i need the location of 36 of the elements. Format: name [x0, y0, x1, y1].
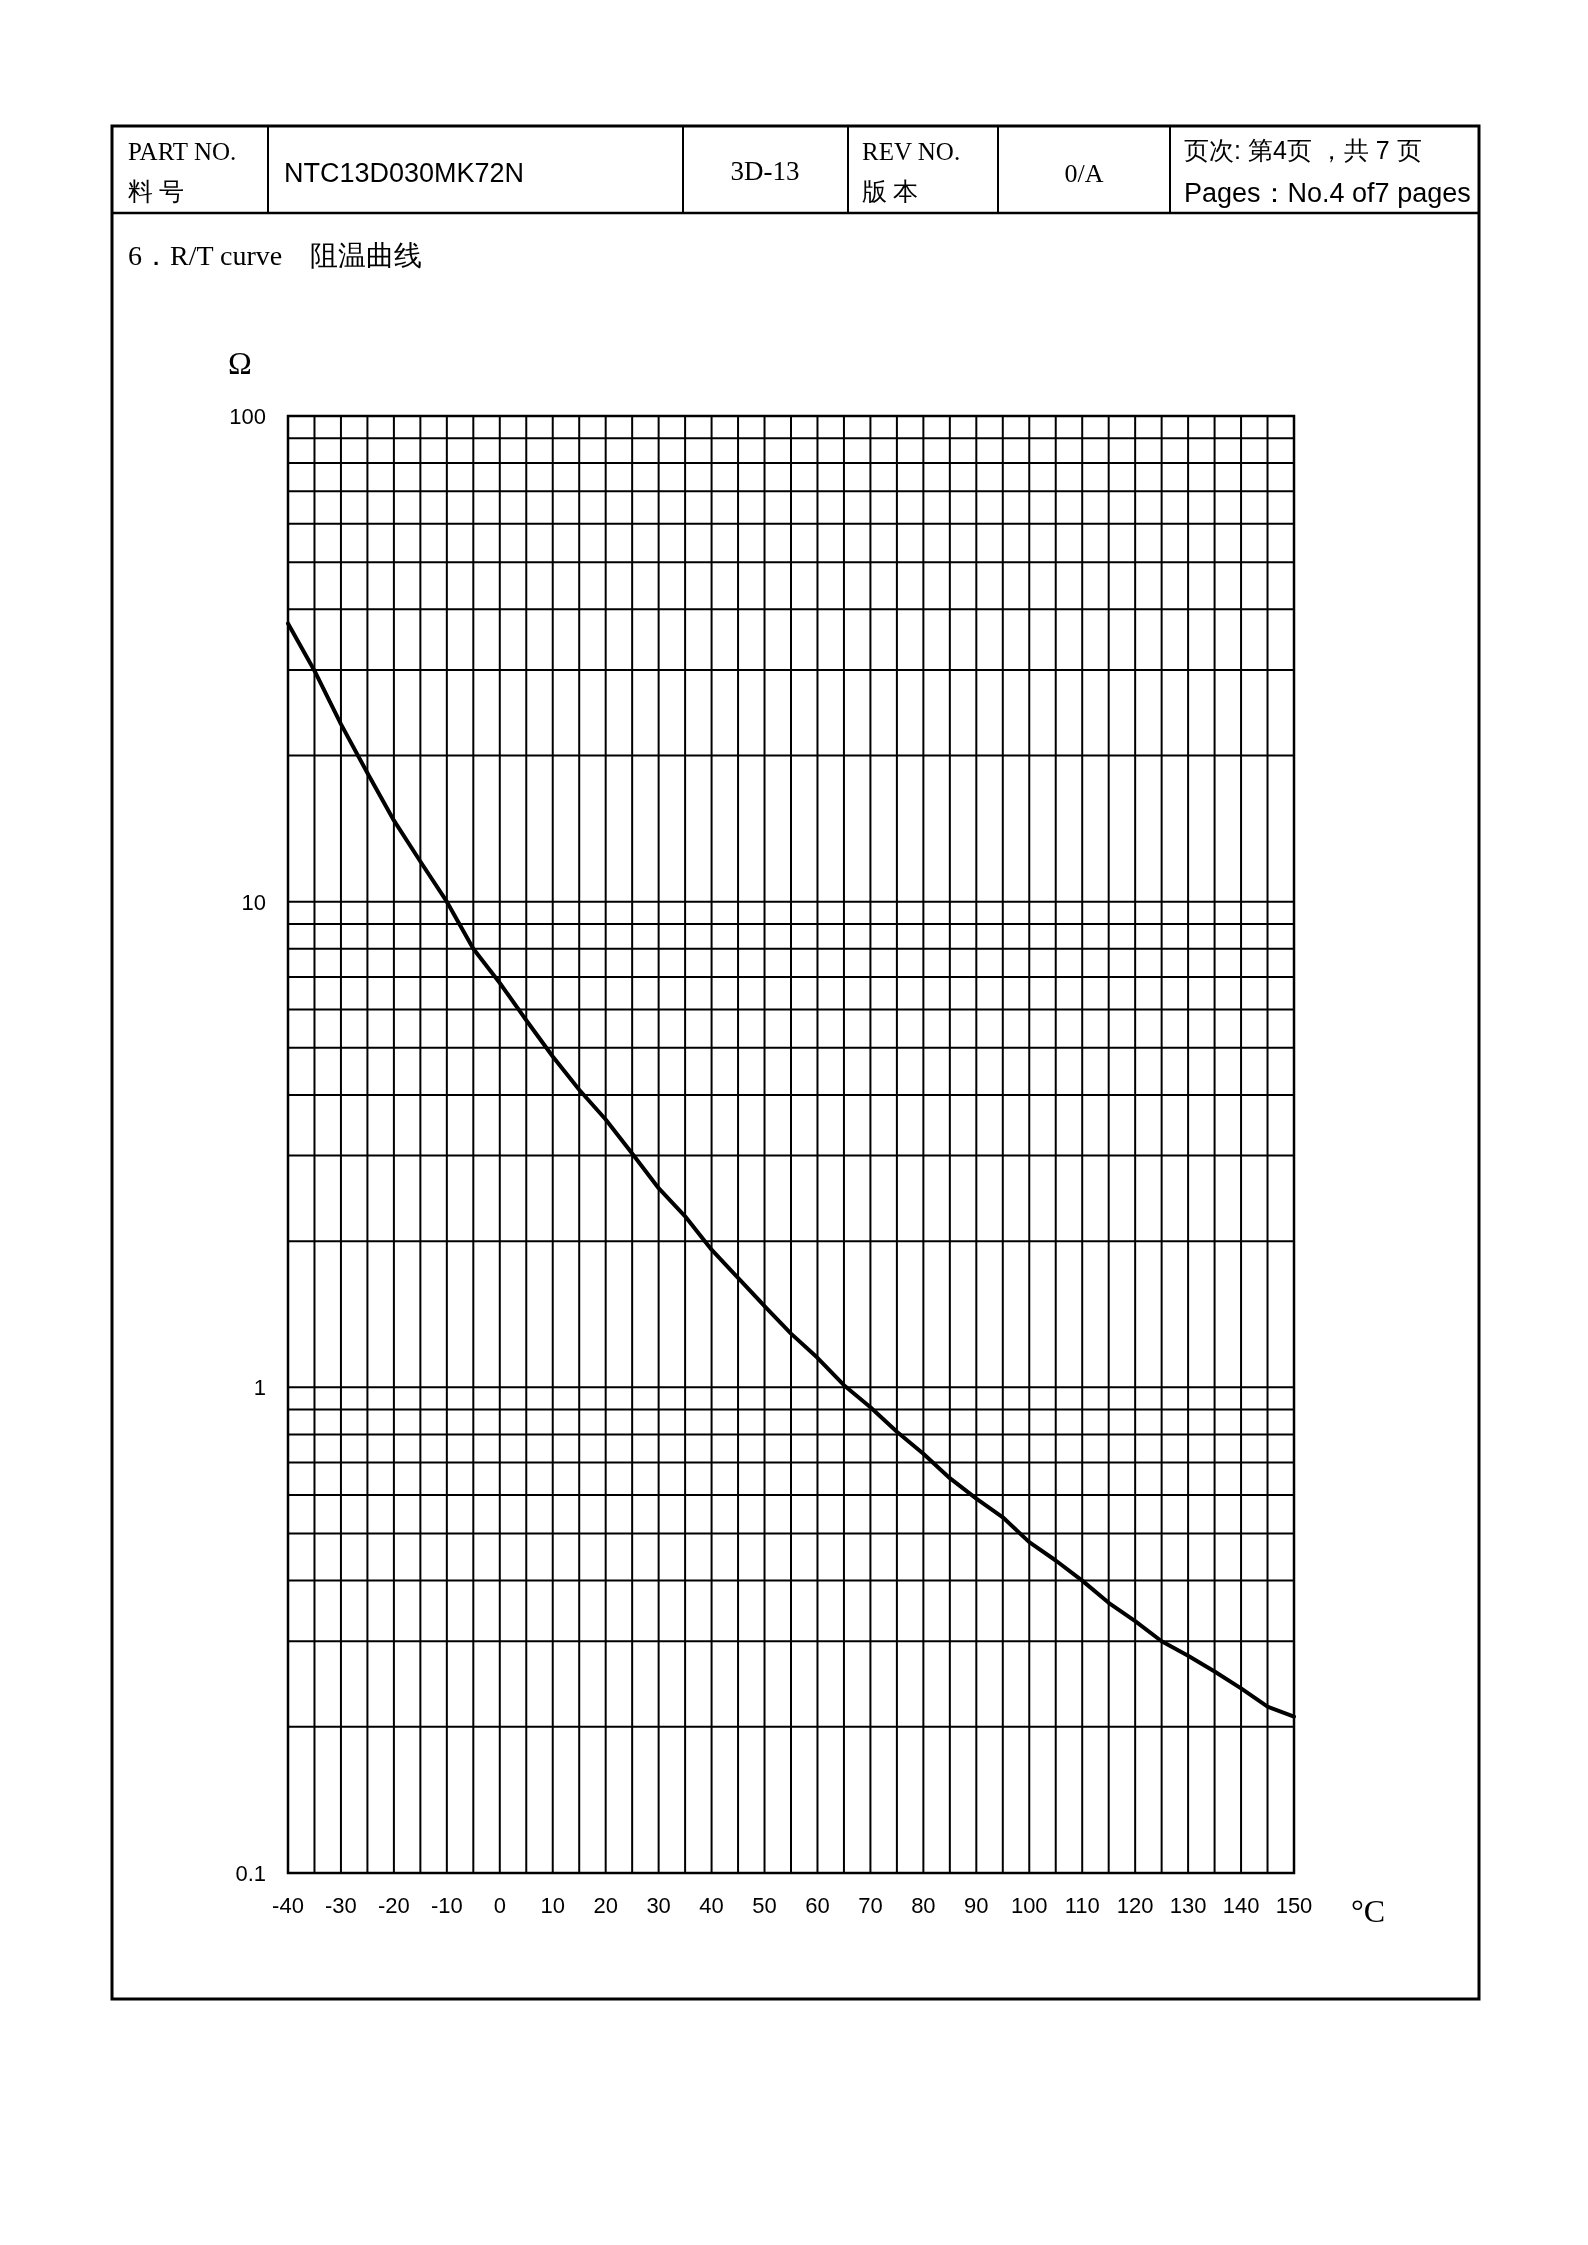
- x-tick-label: 90: [964, 1893, 989, 1918]
- xlabel: °C: [1350, 1893, 1386, 1929]
- x-tick-label: 110: [1064, 1893, 1100, 1918]
- annotation: 版 本: [862, 178, 919, 205]
- x-tick-label: 10: [540, 1893, 565, 1918]
- annotation: 料 号: [128, 178, 185, 205]
- x-tick-label: -40: [272, 1893, 304, 1918]
- annotation: 0/A: [1064, 159, 1104, 188]
- title: 6．R/T curve 阻温曲线: [128, 240, 423, 271]
- annotation: 页次: 第4页 ，共 7 页: [1184, 136, 1422, 164]
- x-tick-label: 70: [858, 1893, 883, 1918]
- x-tick-label: 50: [752, 1893, 777, 1918]
- y-tick-label: 1: [253, 1375, 266, 1401]
- y-tick-label: 0.1: [235, 1861, 266, 1886]
- x-tick-label: 130: [1169, 1893, 1207, 1918]
- x-tick-label: 140: [1222, 1893, 1260, 1918]
- x-tick-label: 60: [805, 1893, 830, 1918]
- x-tick-label: 30: [646, 1893, 671, 1918]
- annotation: 3D-13: [730, 156, 800, 186]
- y-tick-label: 10: [241, 889, 266, 915]
- x-tick-label: 100: [1010, 1893, 1048, 1918]
- annotation: REV NO.: [862, 138, 961, 165]
- x-tick-label: 120: [1116, 1893, 1154, 1918]
- x-tick-label: -20: [378, 1893, 410, 1918]
- x-tick-label: 0: [493, 1893, 506, 1918]
- x-tick-label: -10: [430, 1893, 463, 1918]
- x-tick-label: 20: [593, 1893, 618, 1918]
- x-tick-label: -30: [325, 1893, 357, 1918]
- ylabel: Ω: [228, 345, 252, 381]
- x-tick-label: 40: [699, 1893, 724, 1918]
- annotation: NTC13D030MK72N: [284, 158, 525, 188]
- y-tick-label: 100: [229, 404, 266, 429]
- x-tick-label: 80: [911, 1893, 936, 1918]
- annotation: PART NO.: [128, 138, 237, 165]
- annotation: Pages：No.4 of7 pages: [1184, 178, 1471, 208]
- x-tick-label: 150: [1275, 1893, 1313, 1918]
